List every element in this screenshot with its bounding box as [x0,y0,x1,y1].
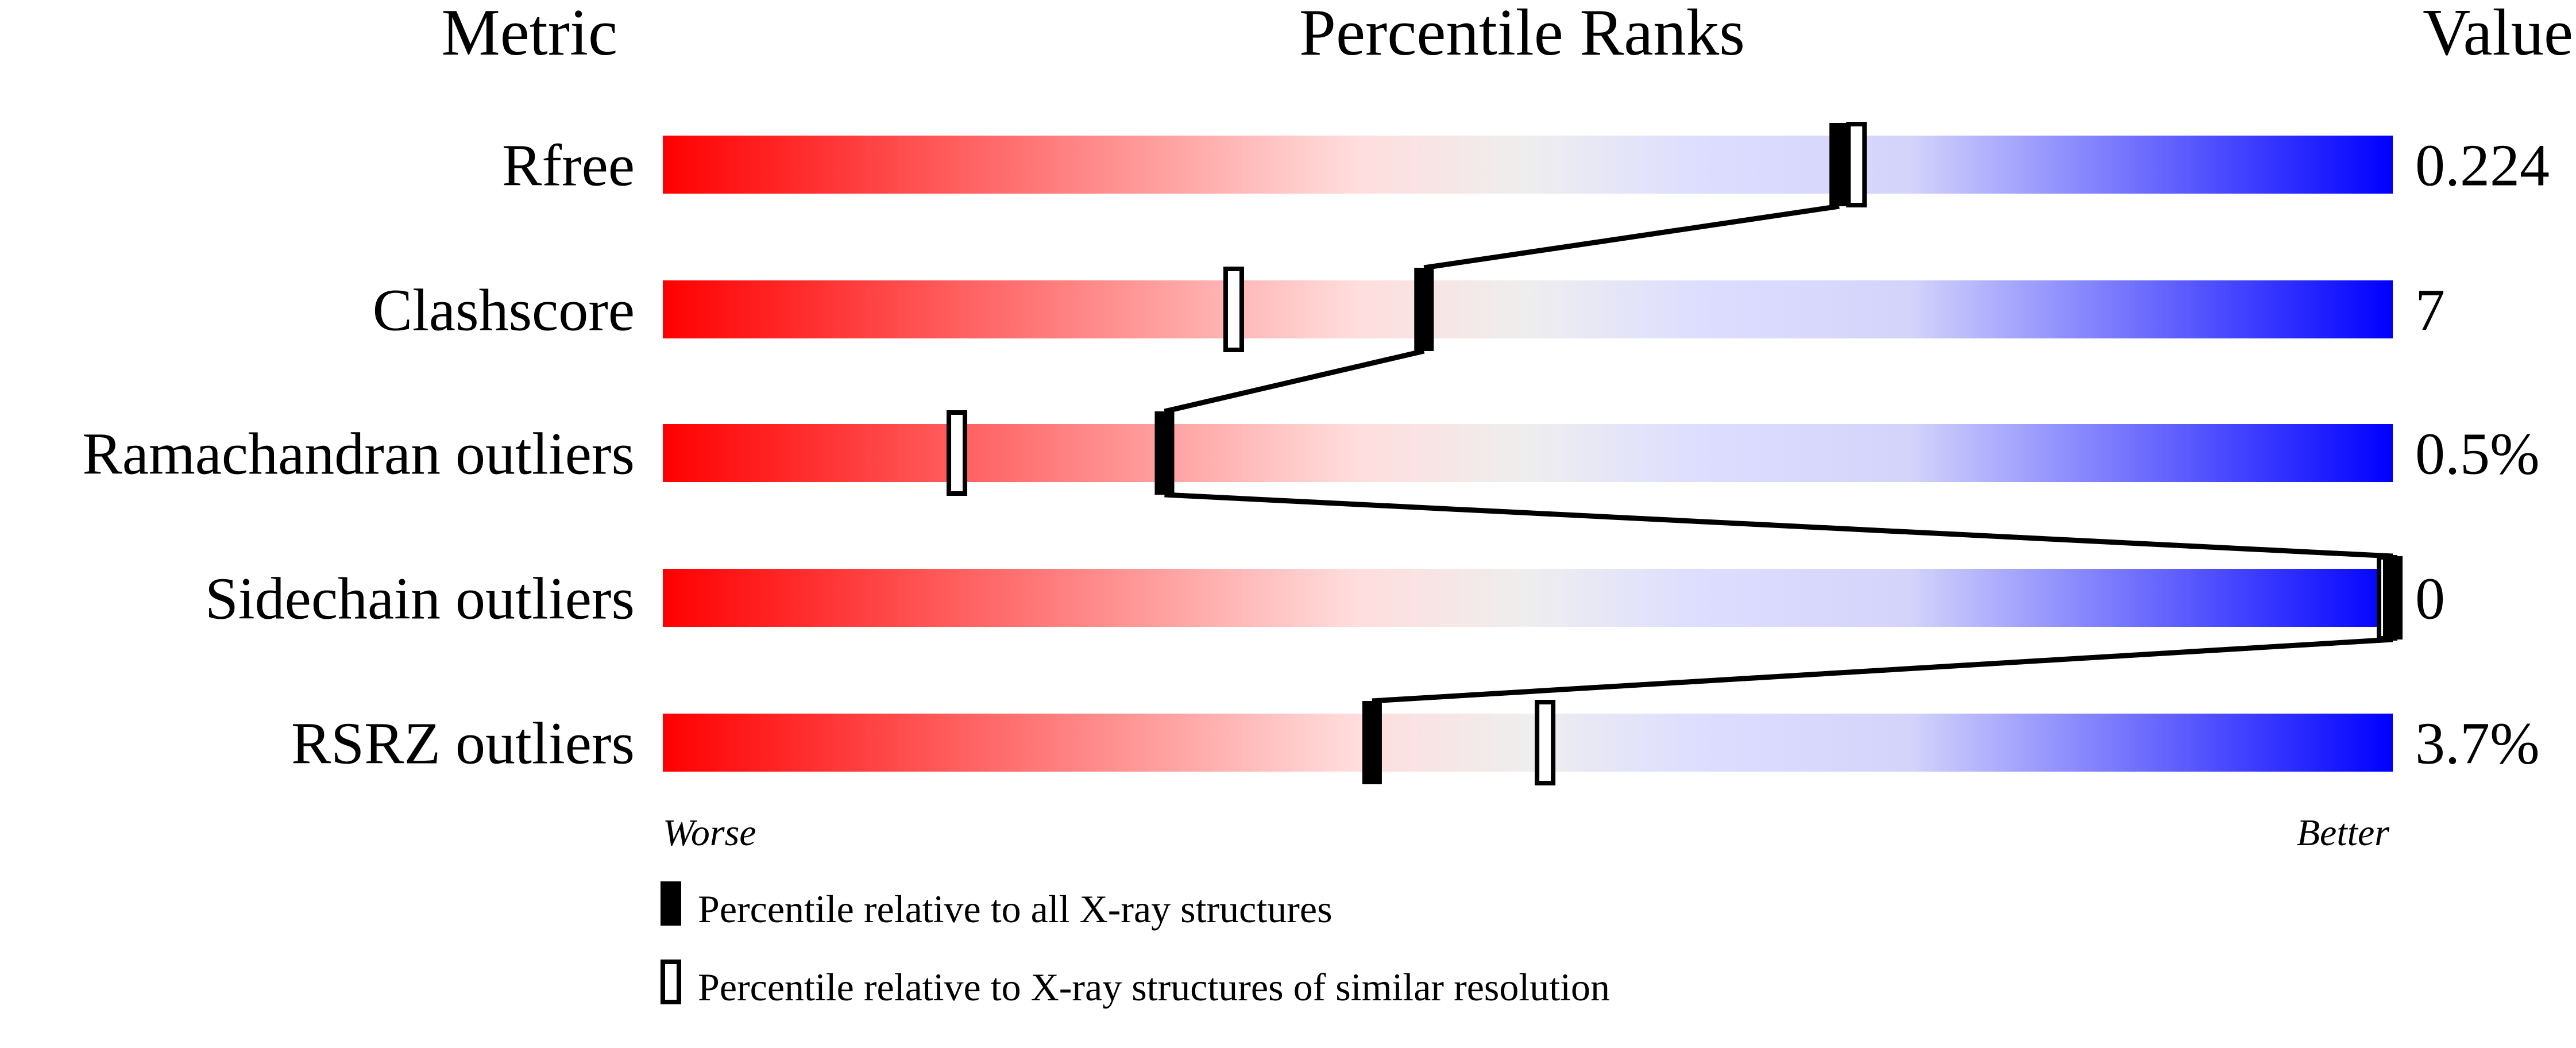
legend-all: Percentile relative to all X-ray structu… [698,887,1333,931]
marker-all-structures [1414,268,1434,351]
legend-open-marker [661,960,681,1004]
percentile-bar [663,424,2393,482]
marker-similar-resolution [1535,700,1556,785]
metric-label: RSRZ outliers [291,711,635,777]
percentile-bar [663,280,2393,338]
metric-value: 0.224 [2415,133,2550,199]
metric-value: 7 [2415,278,2445,344]
metric-label: Sidechain outliers [205,566,635,632]
metric-label: Rfree [502,133,635,199]
connector-line [1164,492,2393,559]
connector-line [1164,348,1425,414]
percentile-bar [663,569,2393,627]
marker-all-structures [2383,556,2403,639]
metric-label: Clashscore [373,278,635,344]
connector-line [1423,203,1840,271]
percentile-markers [947,122,2403,785]
marker-all-structures [1154,411,1175,495]
percentile-bar [663,714,2393,772]
metric-label: Ramachandran outliers [82,421,635,487]
metric-value: 3.7% [2415,711,2540,777]
marker-similar-resolution [1223,267,1244,352]
metric-value: 0.5% [2415,421,2540,487]
header-value: Value [2423,0,2573,69]
legend-solid-marker [661,881,681,926]
header-percentile-ranks: Percentile Ranks [1299,0,1745,69]
axis-label-better: Better [2297,812,2390,854]
header-metric: Metric [441,0,617,69]
connector-lines [1164,203,2393,704]
marker-similar-resolution [947,410,968,496]
percentile-bar [663,136,2393,194]
axis-label-worse: Worse [663,812,756,854]
legend-similar: Percentile relative to X-ray structures … [698,965,1610,1009]
marker-all-structures [1829,123,1849,206]
metric-rows: Rfree 0.224 Clashscore 7 Ramachandran outlie… [82,133,2550,777]
connector-line [1372,637,2393,704]
marker-similar-resolution [1846,122,1867,207]
marker-all-structures [1362,701,1382,784]
metric-value: 0 [2415,566,2445,632]
